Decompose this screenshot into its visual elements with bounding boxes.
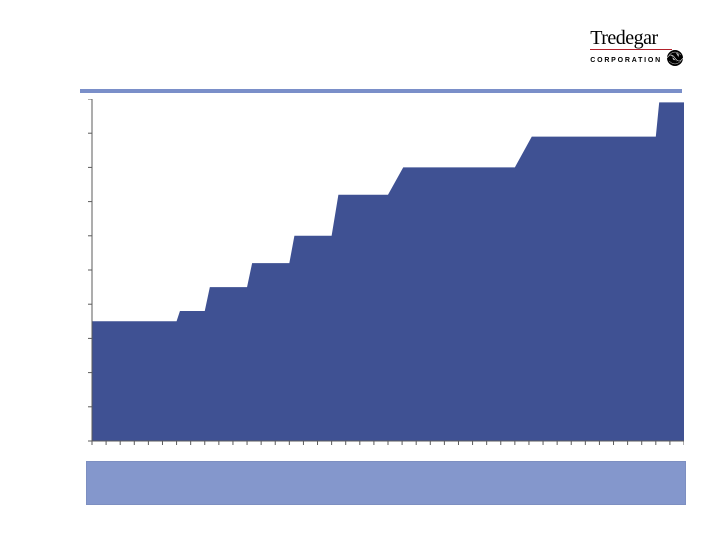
brand-subtext: CORPORATION — [590, 57, 662, 64]
brand-subline: CORPORATION — [590, 49, 684, 72]
globe-icon — [666, 49, 684, 72]
step-area-chart — [86, 99, 684, 449]
brand-logo: Tredegar CORPORATION — [590, 28, 684, 72]
title-divider — [80, 89, 682, 93]
caption-box — [86, 461, 686, 505]
brand-name: Tredegar — [590, 28, 684, 48]
slide-canvas: Tredegar CORPORATION — [0, 0, 720, 540]
